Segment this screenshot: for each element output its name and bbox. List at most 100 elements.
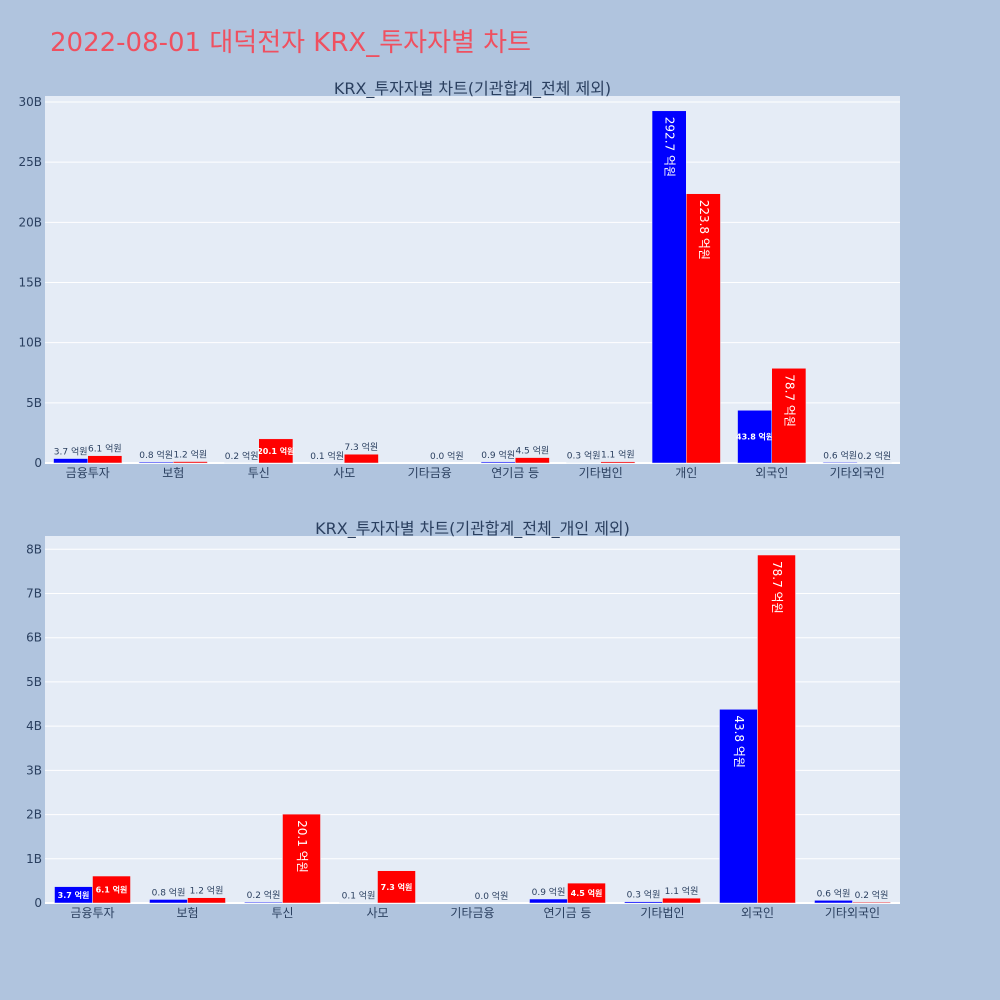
chart-title: KRX_투자자별 차트(기관합계_전체 제외) [334,79,611,99]
data-label: 0.6 억원 [823,449,857,461]
x-tick-label: 기타외국인 [830,466,885,480]
data-label: 20.1 억원 [295,820,309,873]
bar [244,901,283,904]
y-tick-label: 0 [34,456,42,470]
data-label: 0.0 억원 [475,890,509,902]
y-tick-label: 1B [26,852,42,866]
x-tick-label: 기타법인 [579,466,623,480]
y-tick-label: 7B [26,586,42,600]
bar [600,461,636,464]
y-tick-label: 30B [18,95,42,109]
x-tick-label: 기타금융 [450,906,494,920]
bar [737,410,772,464]
data-label: 223.8 억원 [697,200,711,260]
bar [686,193,721,464]
data-label: 78.7 억원 [770,561,784,614]
plot-area [45,96,900,463]
bar [662,897,701,904]
y-tick-label: 6B [26,631,42,645]
x-tick-label: 보험 [176,906,198,920]
data-label: 3.7 억원 [54,446,88,458]
y-tick-label: 10B [18,336,42,350]
data-label: 0.1 억원 [310,450,344,462]
bar [771,368,807,464]
y-tick-label: 0 [34,896,42,910]
bar [480,461,516,464]
bar [138,461,174,464]
data-label: 3.7 억원 [58,890,90,900]
bar [757,554,796,904]
bar [719,709,758,904]
y-tick-label: 3B [26,763,42,777]
data-label: 0.2 억원 [225,450,259,462]
data-label: 20.1 억원 [257,446,294,456]
bar [529,898,568,904]
x-tick-label: 보험 [162,466,184,480]
data-label: 0.3 억원 [567,450,601,462]
data-label: 1.1 억원 [665,885,699,897]
bar [53,458,88,464]
data-label: 0.8 억원 [139,449,173,461]
data-label: 0.6 억원 [817,887,851,899]
data-label: 0.9 억원 [481,449,515,461]
x-tick-label: 개인 [675,466,697,480]
data-label: 1.1 억원 [601,449,635,461]
chart-2: 0 1B 2B 3B 4B 5B 6B 7B 8B KRX_투자자별 차트(기관합계_전체_개인 … [26,519,900,920]
data-label: 0.2 억원 [857,450,891,462]
data-label: 1.2 억원 [173,449,207,461]
x-tick-label: 기타법인 [640,906,684,920]
data-label: 0.9 억원 [532,886,566,898]
bar [187,897,226,904]
data-label: 4.5 억원 [515,445,549,457]
x-tick-label: 연기금 등 [544,906,592,920]
data-label: 0.8 억원 [152,886,186,898]
data-label: 0.3 억원 [627,889,661,901]
bar [92,875,131,904]
data-label: 0.1 억원 [342,890,376,902]
bar [515,457,550,464]
bar [377,870,416,904]
page-title: 2022-08-01 대덕전자 KRX_투자자별 차트 [50,28,532,58]
bar [651,110,687,464]
data-label: 7.3 억원 [344,441,378,453]
data-label: 6.1 억원 [88,443,122,455]
bar [624,901,663,904]
bar [822,462,858,464]
bar [852,901,891,904]
chart-1: 0 5B 10B 15B 20B 25B 30B KRX_투자자별 차트(기관합계_전체 제외… [18,79,900,480]
y-tick-label: 4B [26,719,42,733]
y-tick-label: 2B [26,808,42,822]
data-label: 1.2 억원 [190,885,224,897]
data-label: 292.7 억원 [663,117,677,177]
data-label: 6.1 억원 [96,885,128,895]
bar [567,882,606,904]
x-tick-label: 투신 [248,466,270,480]
y-tick-label: 5B [26,675,42,689]
bar [149,899,188,904]
data-label: 78.7 억원 [782,374,796,427]
data-label: 0.2 억원 [247,889,281,901]
data-label: 43.8 억원 [732,715,746,768]
x-tick-label: 금융투자 [70,906,114,920]
chart-title: KRX_투자자별 차트(기관합계_전체_개인 제외) [315,519,630,539]
x-tick-label: 외국인 [755,466,788,480]
x-tick-label: 기타금융 [408,466,452,480]
data-label: 43.8 억원 [736,432,773,442]
x-tick-label: 외국인 [741,906,774,920]
bar [258,438,294,464]
bar [87,455,123,464]
bar [344,453,379,464]
x-tick-label: 사모 [366,906,388,920]
x-tick-label: 기타외국인 [825,906,880,920]
bar [282,813,321,904]
x-tick-label: 금융투자 [66,466,110,480]
y-tick-label: 15B [18,276,42,290]
y-tick-label: 8B [26,542,42,556]
data-label: 7.3 억원 [381,882,413,892]
bar [814,900,853,904]
data-label: 0.2 억원 [855,889,889,901]
y-tick-label: 25B [18,155,42,169]
x-tick-label: 사모 [333,466,355,480]
x-tick-label: 연기금 등 [491,466,539,480]
